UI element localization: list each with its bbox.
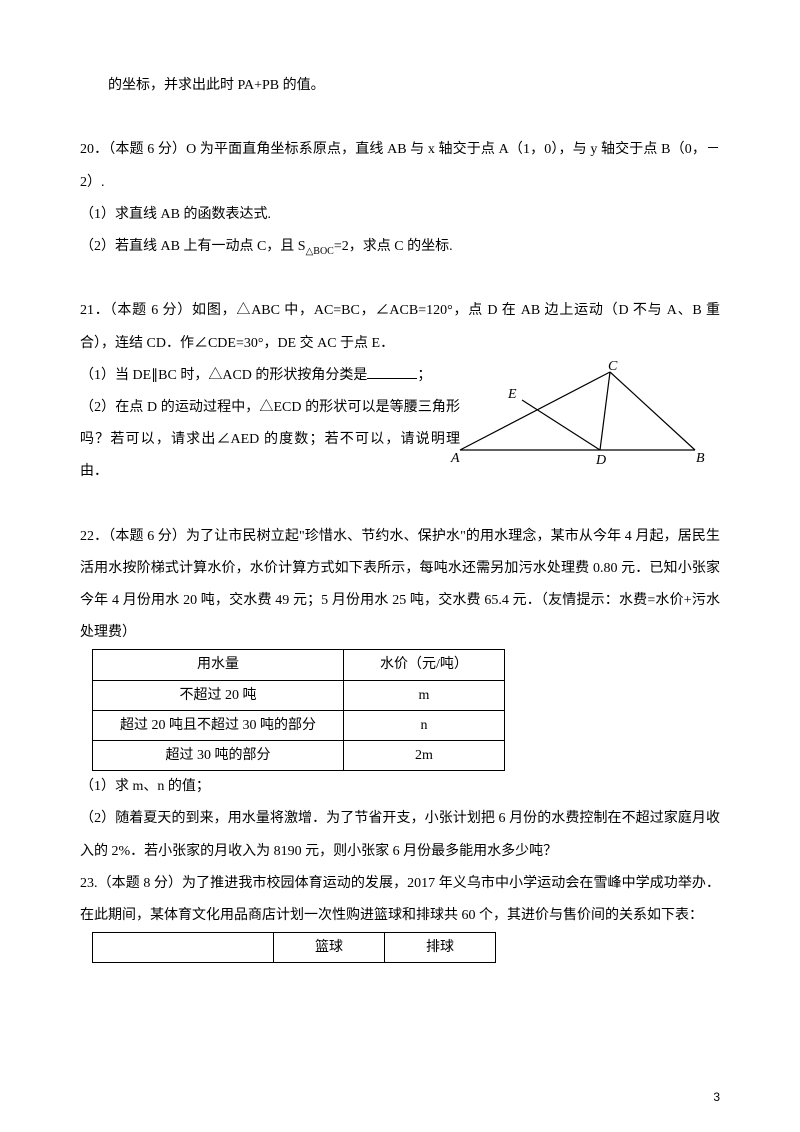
table-cell: 篮球 <box>274 933 385 963</box>
table-row: 用水量 水价（元/吨） <box>93 650 505 680</box>
q22-part2: （2）随着夏天的到来，用水量将激增．为了节省开支，小张计划把 6 月份的水费控制… <box>80 803 720 867</box>
table-cell: 2m <box>344 740 505 770</box>
q20-subscript: △BOC <box>306 246 334 257</box>
continuation-line: 的坐标，并求出此时 PA+PB 的值。 <box>80 70 720 102</box>
q21-part1-text-b: ； <box>417 368 431 383</box>
blank-line <box>80 263 720 295</box>
q21-stem: 21．（本题 6 分）如图，△ABC 中，AC=BC，∠ACB=120°，点 D… <box>80 295 720 359</box>
line-CB <box>610 372 695 450</box>
label-B: B <box>696 451 705 466</box>
table-cell: 排球 <box>385 933 496 963</box>
table-cell: m <box>344 680 505 710</box>
q20-part2-text-a: （2）若直线 AB 上有一动点 C，且 S <box>80 239 306 254</box>
line-AC <box>460 372 610 450</box>
q20-part2-text-b: =2，求点 C 的坐标. <box>334 239 453 254</box>
label-A: A <box>450 451 460 466</box>
table-row: 超过 20 吨且不超过 30 吨的部分 n <box>93 710 505 740</box>
table-row: 超过 30 吨的部分 2m <box>93 740 505 770</box>
label-C: C <box>608 360 618 374</box>
q22-stem: 22．（本题 6 分）为了让市民树立起"珍惜水、节约水、保护水"的用水理念，某市… <box>80 521 720 650</box>
table-cell: 超过 20 吨且不超过 30 吨的部分 <box>93 710 344 740</box>
triangle-diagram: A D B C E <box>450 360 710 470</box>
table-header-cell: 用水量 <box>93 650 344 680</box>
q20-part1: （1）求直线 AB 的函数表达式. <box>80 199 720 231</box>
label-E: E <box>507 387 517 402</box>
q23-table: 篮球 排球 <box>92 932 496 963</box>
q20-stem: 20．（本题 6 分）O 为平面直角坐标系原点，直线 AB 与 x 轴交于点 A… <box>80 134 720 198</box>
blank-line <box>80 102 720 134</box>
line-CD <box>600 372 610 450</box>
q22-part1: （1）求 m、n 的值； <box>80 771 720 803</box>
table-cell: 超过 30 吨的部分 <box>93 740 344 770</box>
fill-blank <box>367 364 417 379</box>
q20-part2: （2）若直线 AB 上有一动点 C，且 S△BOC=2，求点 C 的坐标. <box>80 231 720 263</box>
table-header-cell: 水价（元/吨） <box>344 650 505 680</box>
table-cell: 不超过 20 吨 <box>93 680 344 710</box>
q23-stem: 23.（本题 8 分）为了推进我市校园体育运动的发展，2017 年义乌市中小学运… <box>80 868 720 932</box>
table-cell <box>93 933 274 963</box>
q22-table: 用水量 水价（元/吨） 不超过 20 吨 m 超过 20 吨且不超过 30 吨的… <box>92 649 505 771</box>
q21-part1: （1）当 DE∥BC 时，△ACD 的形状按角分类是 ； <box>80 360 460 392</box>
blank-line <box>80 488 720 520</box>
q21-figure-wrap: （1）当 DE∥BC 时，△ACD 的形状按角分类是 ； （2）在点 D 的运动过… <box>80 360 720 489</box>
page-number: 3 <box>713 1084 720 1112</box>
table-row: 不超过 20 吨 m <box>93 680 505 710</box>
table-row: 篮球 排球 <box>93 933 496 963</box>
q21-part1-text-a: （1）当 DE∥BC 时，△ACD 的形状按角分类是 <box>80 368 367 383</box>
q21-text-column: （1）当 DE∥BC 时，△ACD 的形状按角分类是 ； （2）在点 D 的运动过… <box>80 360 460 489</box>
label-D: D <box>595 453 606 468</box>
line-ED <box>522 400 600 450</box>
table-cell: n <box>344 710 505 740</box>
q21-part2: （2）在点 D 的运动过程中，△ECD 的形状可以是等腰三角形吗？若可以，请求出… <box>80 392 460 489</box>
